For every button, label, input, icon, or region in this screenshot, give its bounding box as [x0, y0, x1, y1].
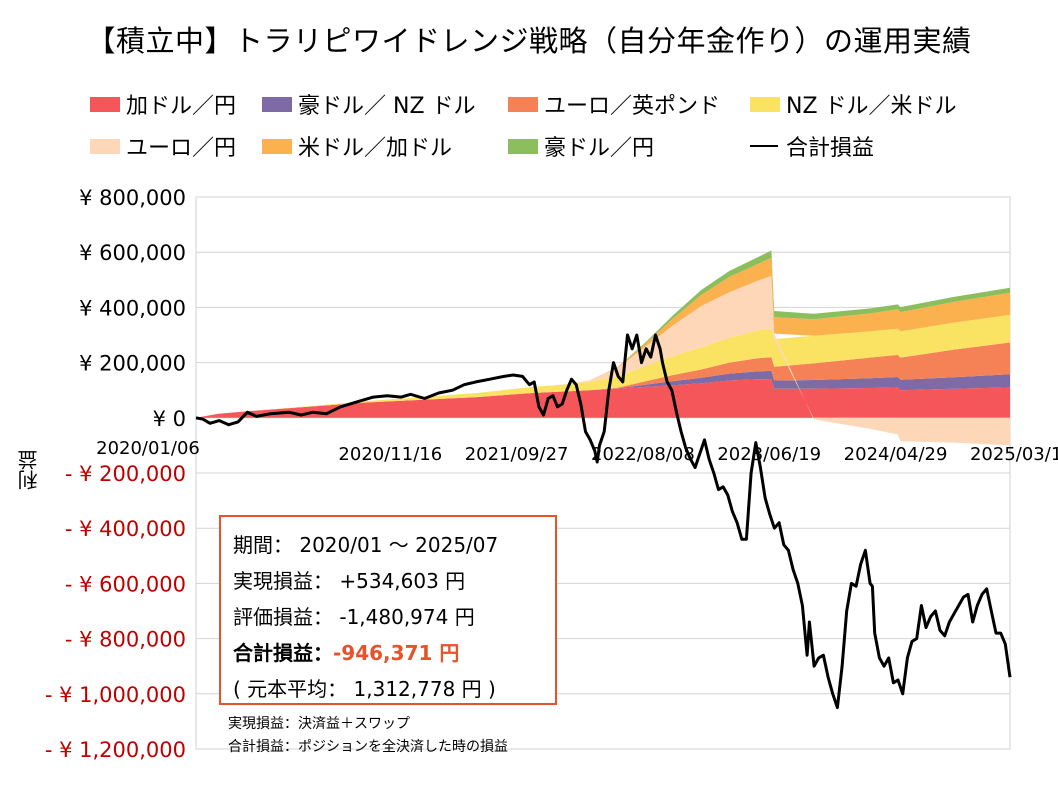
legend-item-total: 合計損益: [750, 130, 874, 162]
realized-note: 実現損益：決済益＋スワップ: [228, 716, 410, 732]
x-tick-label: 2022/08/08: [591, 444, 695, 465]
total-note: 合計損益：ポジションを全決済した時の損益: [228, 739, 508, 755]
principal-text: ( 元本平均： 1,312,778 円 ): [233, 677, 496, 701]
x-tick-label: 2024/04/29: [844, 444, 948, 465]
legend-label: 豪ドル／ NZ ドル: [298, 94, 476, 119]
y-tick-label: ¥ 200,000: [79, 352, 186, 376]
x-tick-label: 2023/06/19: [717, 444, 821, 465]
x-tick-label: 2020/11/16: [338, 444, 442, 465]
y-tick-label: ¥ 600,000: [79, 241, 186, 265]
legend-line-swatch: [750, 145, 778, 147]
realized-text: 実現損益： +534,603 円: [233, 569, 466, 593]
chart-title: 【積立中】トラリピワイドレンジ戦略（自分年金作り）の運用実績: [86, 24, 972, 58]
legend-label: ユーロ／円: [126, 136, 237, 161]
summary-box: 期間： 2020/01 〜 2025/07 実現損益： +534,603 円 評…: [219, 515, 557, 705]
legend-item-aud-nzd: 豪ドル／ NZ ドル: [262, 88, 476, 120]
legend-swatch: [262, 138, 292, 154]
y-tick-label: - ¥ 400,000: [65, 517, 186, 541]
y-tick-label: - ¥ 200,000: [65, 462, 186, 486]
legend-swatch: [90, 96, 120, 112]
x-tick-label: 2025/03/10: [970, 444, 1058, 465]
period-text: 期間： 2020/01 〜 2025/07: [233, 533, 499, 557]
total-pnl-line: [195, 333, 1012, 710]
area-series: [196, 379, 1010, 418]
legend-swatch: [262, 96, 292, 112]
legend-item-usd-cad: 米ドル／加ドル: [262, 130, 452, 162]
area-series: [196, 275, 1010, 446]
x-tick-label: 2020/01/06: [96, 438, 200, 459]
y-tick-label: ¥ 800,000: [79, 186, 186, 210]
legend-swatch: [508, 138, 538, 154]
legend-label: 豪ドル／円: [544, 136, 655, 161]
area-series: [196, 314, 1010, 418]
y-tick-label: ¥ 400,000: [79, 296, 186, 320]
legend-label: 加ドル／円: [126, 94, 237, 119]
legend-item-cad-jpy: 加ドル／円: [90, 88, 236, 120]
legend-label: 合計損益: [786, 136, 875, 161]
y-axis-label: 利益: [17, 450, 41, 490]
y-tick-label: - ¥ 1,000,000: [45, 683, 186, 707]
unrealized-text: 評価損益： -1,480,974 円: [233, 605, 475, 629]
legend-item-eur-jpy: ユーロ／円: [90, 130, 236, 162]
legend-item-eur-gbp: ユーロ／英ポンド: [508, 88, 720, 120]
legend-swatch: [750, 96, 780, 112]
legend-label: ユーロ／英ポンド: [544, 94, 721, 119]
y-tick-label: ¥ 0: [153, 407, 186, 431]
legend-label: NZ ドル／米ドル: [786, 94, 957, 119]
legend-item-aud-jpy: 豪ドル／円: [508, 130, 654, 162]
y-tick-label: - ¥ 1,200,000: [45, 738, 186, 762]
total-label: 合計損益：: [233, 641, 333, 665]
legend-swatch: [508, 96, 538, 112]
y-tick-label: - ¥ 600,000: [65, 572, 186, 596]
area-series: [196, 370, 1010, 418]
total-value: -946,371 円: [333, 641, 460, 665]
legend-label: 米ドル／加ドル: [298, 136, 453, 161]
legend-swatch: [90, 138, 120, 154]
y-tick-label: - ¥ 800,000: [65, 628, 186, 652]
x-tick-label: 2021/09/27: [465, 444, 569, 465]
total-row: 合計損益：-946,371 円: [233, 635, 555, 671]
legend-item-nzd-usd: NZ ドル／米ドル: [750, 88, 957, 120]
